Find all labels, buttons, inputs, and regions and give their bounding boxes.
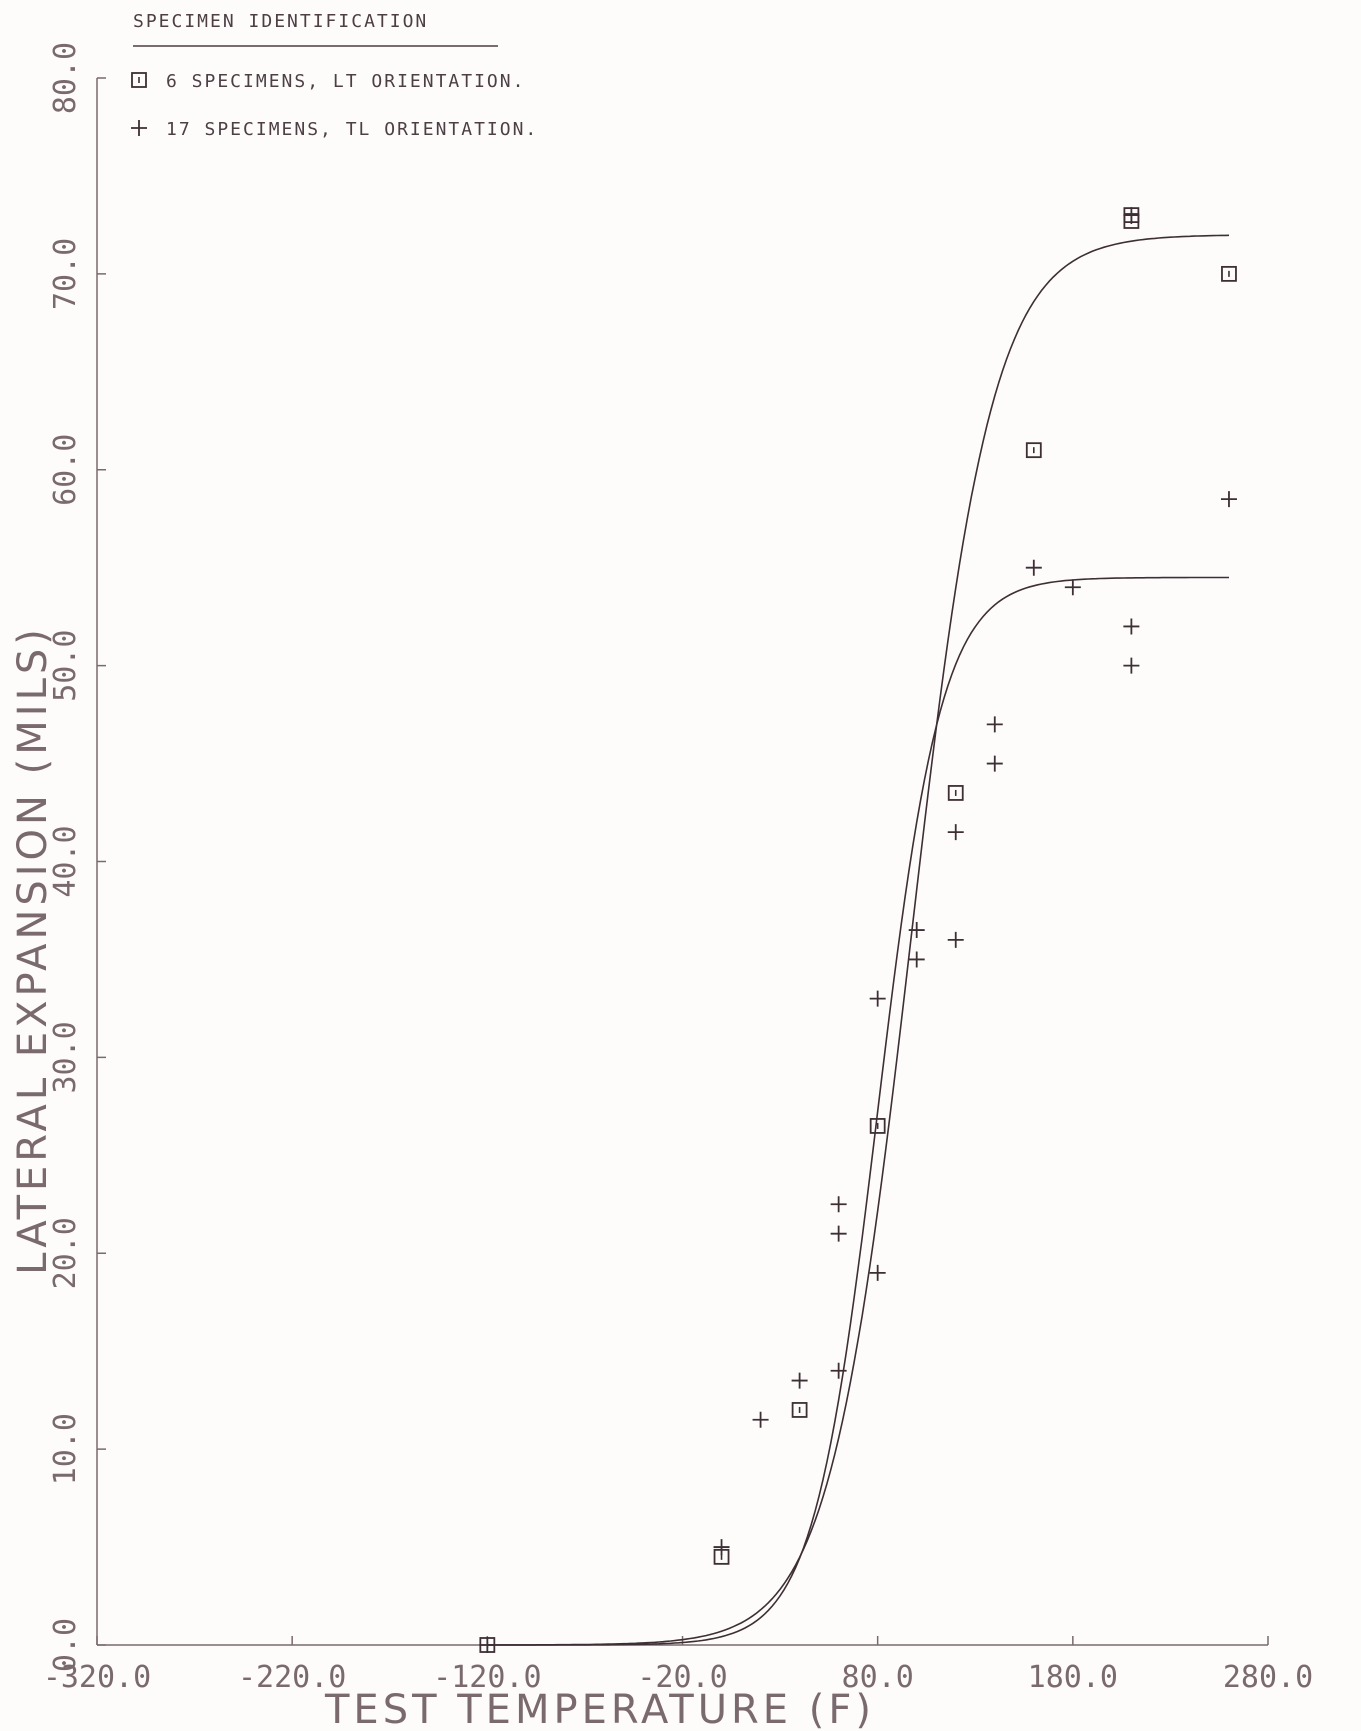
- y-tick-label: 80.0: [48, 42, 83, 114]
- square-point: [869, 1118, 886, 1134]
- square-point: [1025, 442, 1042, 459]
- plus-point: [830, 1196, 847, 1213]
- legend-plus-symbol: [131, 120, 147, 136]
- square-point: [1221, 265, 1237, 282]
- legend-entry-label: 6 SPECIMENS, LT ORIENTATION.: [166, 71, 525, 92]
- data-points: [479, 207, 1237, 1653]
- y-axis-title: LATERAL EXPANSION (MILS): [10, 625, 56, 1275]
- x-tick-label: 80.0: [842, 1660, 914, 1695]
- x-tick-label: -320.0: [43, 1660, 151, 1695]
- y-tick-label: 60.0: [48, 434, 83, 506]
- ticks: -320.0 -220.0 -120.0 -20.0 80.0 180.0 280.0 0.0…: [43, 42, 1313, 1695]
- y-tick-label: 20.0: [48, 1217, 83, 1289]
- y-tick-label: 70.0: [48, 238, 83, 310]
- square-point: [791, 1402, 808, 1418]
- plus-point: [713, 1539, 730, 1556]
- square-marker-box: [869, 1118, 886, 1134]
- plus-point: [1064, 579, 1081, 596]
- x-tick-label: -220.0: [238, 1660, 346, 1695]
- plus-point: [908, 951, 925, 968]
- plus-point: [1123, 618, 1140, 635]
- plus-point: [1123, 207, 1140, 224]
- plus-point: [908, 922, 925, 939]
- plus-point: [869, 990, 886, 1007]
- plus-point: [1123, 657, 1140, 674]
- square-marker-box: [1221, 265, 1237, 282]
- y-tick-label: 30.0: [48, 1021, 83, 1093]
- y-tick-label: 40.0: [48, 825, 83, 897]
- y-tick-label: 0.0: [48, 1618, 83, 1672]
- plus-point: [986, 716, 1003, 733]
- x-tick-label: 180.0: [1028, 1660, 1118, 1695]
- plus-point: [830, 1362, 847, 1379]
- legend-square-symbol: [131, 72, 147, 88]
- plus-point: [830, 1225, 847, 1242]
- x-tick-label: -120.0: [433, 1660, 541, 1695]
- plus-point: [1220, 491, 1237, 508]
- plus-point: [947, 931, 964, 948]
- x-tick-label: -20.0: [637, 1660, 727, 1695]
- plus-point: [986, 755, 1003, 772]
- square-marker-box: [1025, 442, 1042, 459]
- x-axis-title: TEST TEMPERATURE (F): [324, 1687, 875, 1731]
- y-tick-label: 10.0: [48, 1413, 83, 1485]
- legend: SPECIMEN IDENTIFICATION 6 SPECIMENS, LT …: [131, 11, 538, 140]
- legend-title: SPECIMEN IDENTIFICATION: [133, 11, 428, 32]
- plus-point: [947, 824, 964, 841]
- plus-point: [1025, 559, 1042, 576]
- square-point: [947, 785, 964, 801]
- legend-items: 6 SPECIMENS, LT ORIENTATION. 17 SPECIMENS…: [131, 71, 538, 140]
- y-tick-label: 50.0: [48, 630, 83, 702]
- plus-point: [752, 1411, 769, 1428]
- fit-curves: [487, 234, 1230, 1646]
- plus-point: [479, 1637, 496, 1653]
- square-marker-box: [791, 1402, 808, 1418]
- fit-curve: [487, 576, 1229, 1646]
- plus-point: [791, 1372, 808, 1389]
- axes: [96, 78, 1268, 1646]
- plus-point: [869, 1264, 886, 1281]
- square-marker-box: [947, 785, 964, 801]
- x-tick-label: 280.0: [1223, 1660, 1313, 1695]
- fit-curve: [487, 234, 1230, 1646]
- square-marker-box: [131, 72, 147, 88]
- legend-entry-label: 17 SPECIMENS, TL ORIENTATION.: [166, 119, 538, 140]
